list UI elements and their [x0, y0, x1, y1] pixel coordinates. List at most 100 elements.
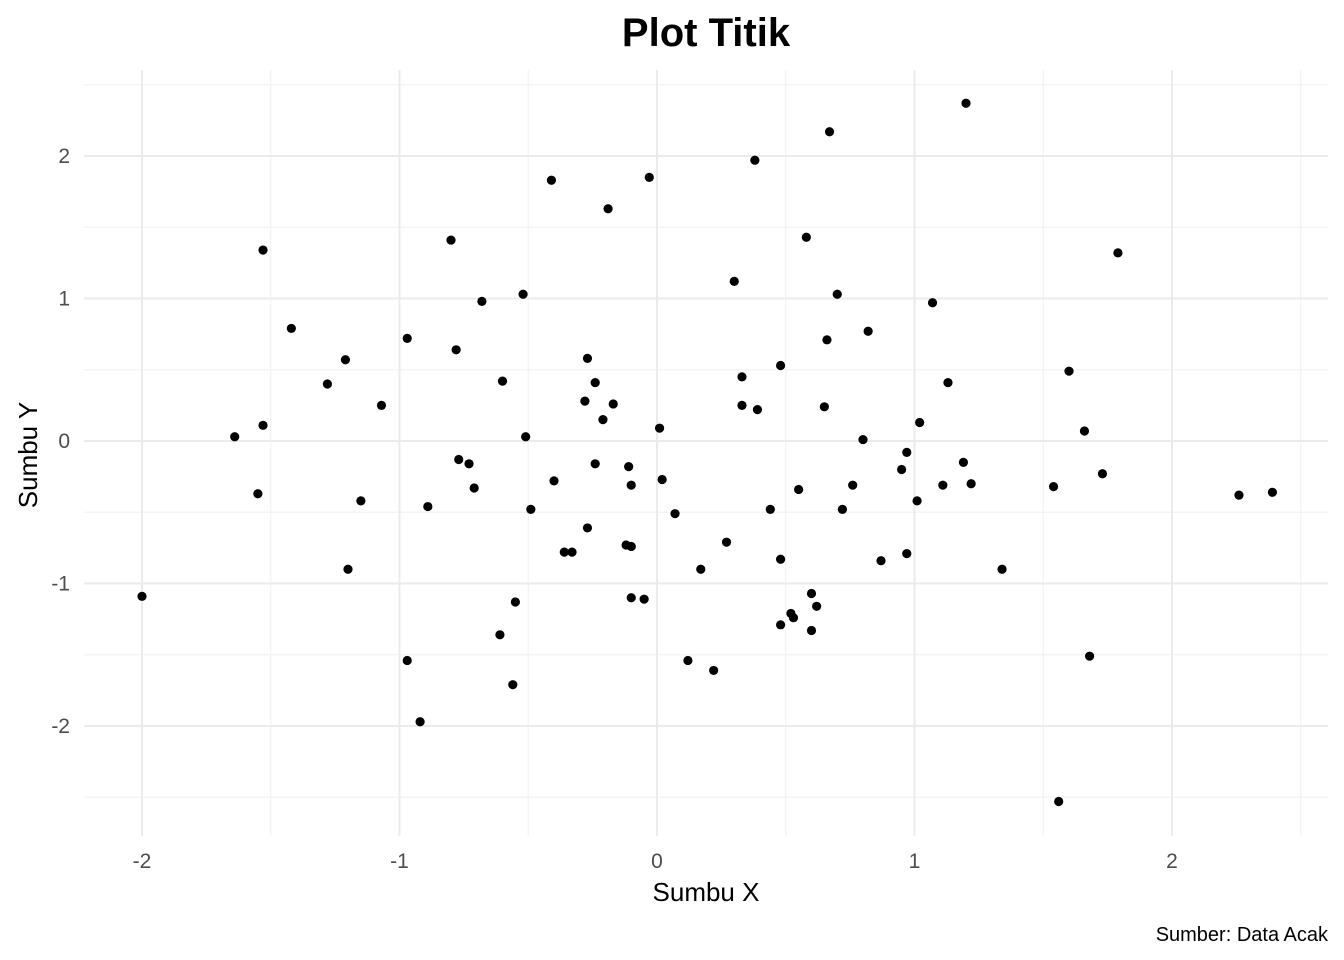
data-point	[258, 420, 268, 430]
data-point	[644, 172, 654, 182]
data-point	[806, 625, 817, 636]
data-point	[230, 432, 240, 442]
data-point	[253, 489, 263, 499]
data-point	[729, 276, 739, 286]
data-point	[961, 98, 971, 108]
data-point	[788, 613, 799, 623]
data-point	[654, 423, 665, 433]
data-point	[137, 591, 147, 601]
data-point	[286, 323, 296, 334]
data-point	[1085, 651, 1095, 661]
data-point	[737, 400, 747, 410]
data-point	[639, 594, 649, 604]
data-point	[343, 564, 353, 574]
data-point	[508, 680, 518, 690]
data-point	[819, 402, 829, 412]
data-point	[423, 501, 433, 512]
data-point	[580, 396, 590, 406]
data-point	[927, 298, 938, 308]
data-point	[454, 454, 464, 465]
y-tick-label: 0	[58, 430, 70, 453]
data-point	[1054, 796, 1064, 807]
data-point	[863, 326, 873, 336]
data-point	[776, 620, 786, 630]
y-tick-label: 1	[58, 288, 70, 311]
data-point	[582, 523, 593, 533]
data-point	[402, 333, 412, 343]
data-point	[590, 377, 600, 388]
x-tick-label: 2	[1166, 850, 1178, 873]
major-gridlines	[84, 70, 1328, 836]
data-point	[670, 509, 680, 519]
data-point	[958, 457, 969, 467]
data-point	[915, 417, 925, 428]
data-point	[559, 547, 569, 557]
minor-gridlines	[84, 70, 1328, 836]
data-point	[340, 355, 351, 365]
data-point	[446, 235, 456, 245]
data-point	[582, 353, 593, 363]
data-point	[806, 588, 817, 599]
data-point	[750, 155, 760, 165]
data-point	[477, 296, 487, 306]
data-point	[451, 345, 461, 355]
data-point	[495, 630, 505, 640]
data-point	[356, 496, 366, 506]
data-point	[567, 547, 577, 557]
data-point	[376, 400, 387, 410]
data-point	[776, 554, 786, 564]
data-point	[902, 447, 912, 457]
data-point	[696, 564, 706, 574]
data-point	[822, 335, 832, 345]
data-point	[549, 476, 559, 486]
data-point	[497, 376, 508, 386]
chart-title: Plot Titik	[622, 11, 791, 55]
data-point	[1267, 487, 1278, 497]
x-axis-title: Sumbu X	[653, 877, 760, 907]
data-point	[1097, 469, 1108, 479]
data-point	[794, 484, 804, 495]
x-tick-label: 0	[651, 850, 663, 873]
data-point	[598, 415, 608, 425]
data-point	[546, 175, 557, 185]
data-point	[897, 464, 907, 475]
data-point	[938, 480, 948, 490]
data-point	[526, 504, 536, 514]
data-point	[608, 399, 618, 409]
data-point	[837, 504, 848, 514]
chart-caption: Sumber: Data Acak	[1156, 924, 1329, 946]
data-point	[415, 717, 425, 727]
data-point	[858, 434, 868, 445]
data-point	[521, 432, 531, 442]
data-point	[1064, 366, 1074, 376]
data-point	[626, 541, 636, 552]
y-tick-label: -1	[51, 573, 70, 596]
data-point	[737, 372, 747, 382]
data-point	[1079, 426, 1090, 436]
data-point	[469, 483, 479, 493]
data-point	[1048, 482, 1059, 492]
data-point	[322, 379, 332, 389]
y-axis-tick-labels: -2 -1 0 1 2	[51, 145, 70, 738]
data-point	[1113, 248, 1123, 258]
data-point	[624, 462, 634, 472]
data-point	[752, 405, 763, 415]
data-point	[683, 655, 693, 666]
y-tick-label: 2	[58, 145, 70, 168]
data-point	[510, 597, 520, 607]
data-point	[518, 289, 528, 299]
data-point	[1234, 490, 1244, 500]
data-point	[657, 474, 667, 485]
data-point	[464, 459, 474, 469]
data-point	[626, 593, 636, 603]
data-point	[912, 496, 922, 506]
data-point	[402, 655, 412, 666]
data-point	[902, 548, 912, 559]
data-point	[258, 245, 268, 255]
x-tick-label: -1	[390, 850, 409, 873]
data-point	[848, 480, 858, 490]
y-axis-title: Sumbu Y	[13, 402, 43, 508]
x-tick-label: -2	[133, 850, 152, 873]
data-point	[876, 556, 886, 566]
